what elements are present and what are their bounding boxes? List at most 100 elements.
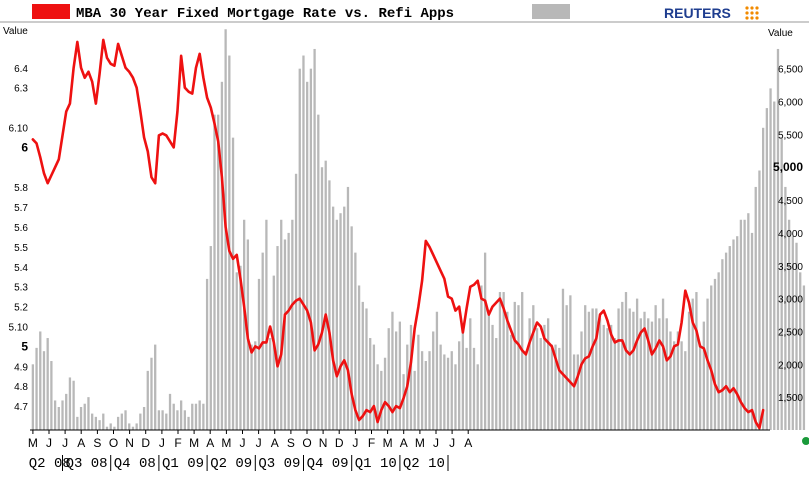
refi-bar <box>691 298 694 430</box>
refi-bar <box>684 351 687 430</box>
refi-bar <box>53 400 57 430</box>
refi-bar <box>446 357 450 430</box>
refi-bar <box>194 403 198 430</box>
rate-legend-swatch <box>32 4 70 19</box>
refi-bar <box>324 160 327 430</box>
refi-bar <box>702 321 705 430</box>
refi-bar <box>250 344 253 430</box>
reuters-logo-icon <box>745 6 759 20</box>
left-tick-label: 5.2 <box>14 303 28 314</box>
refi-bar <box>509 334 513 430</box>
refi-bar <box>517 305 520 430</box>
refi-bar <box>780 137 783 430</box>
refi-bar <box>391 311 394 430</box>
refi-bar <box>365 308 368 430</box>
refi-bar <box>624 292 628 430</box>
refi-bar <box>661 298 665 430</box>
refi-bar <box>135 423 138 430</box>
refi-bar <box>698 344 702 430</box>
refi-bar <box>280 219 283 430</box>
refi-bar <box>736 236 739 430</box>
refi-bar <box>610 324 613 430</box>
refi-bar <box>506 311 509 430</box>
refi-bar <box>617 308 620 430</box>
refi-bar <box>791 236 794 430</box>
quarter-label: Q4 09 <box>307 456 349 472</box>
refi-bar <box>669 331 672 430</box>
refi-bar <box>302 55 305 430</box>
quarter-label: Q1 09 <box>162 456 204 472</box>
chart-header: MBA 30 Year Fixed Mortgage Rate vs. Refi… <box>0 4 809 23</box>
refi-bar <box>513 301 516 430</box>
refi-bar <box>328 180 331 430</box>
left-tick-label: 4.7 <box>14 402 28 413</box>
refi-bar <box>502 292 505 430</box>
refi-bar <box>61 400 64 430</box>
refi-bar <box>465 347 468 430</box>
refi-bar <box>658 318 661 430</box>
refi-bar <box>762 127 765 431</box>
refi-bar <box>687 311 691 430</box>
refi-bar <box>739 219 743 430</box>
refi-bar <box>209 246 212 430</box>
refi-bar <box>732 239 735 430</box>
refi-bar <box>398 321 401 430</box>
right-tick-label: 5,000 <box>773 160 803 174</box>
refi-bar <box>450 351 453 430</box>
refi-bar <box>417 334 420 430</box>
refi-bar <box>483 252 487 430</box>
refi-bar <box>202 403 205 430</box>
refi-bar <box>710 285 713 430</box>
refi-bar <box>191 403 194 430</box>
refi-bar <box>150 357 153 430</box>
quarter-label: Q3 08 <box>66 456 108 472</box>
refi-bar <box>276 246 279 430</box>
refi-bar <box>521 292 524 430</box>
month-label: O <box>109 436 118 450</box>
refi-bar <box>372 344 376 430</box>
refi-bar <box>713 278 717 430</box>
right-tick-label: 5,500 <box>778 130 803 141</box>
refi-bar <box>758 170 761 430</box>
refi-bar <box>72 380 75 430</box>
refi-bar <box>235 272 238 430</box>
refi-bar <box>87 397 90 430</box>
left-tick-label: 6.3 <box>14 84 28 95</box>
refi-bar <box>750 232 754 430</box>
refi-bar <box>550 344 553 430</box>
refi-bar <box>654 305 657 430</box>
refi-bar <box>176 410 179 430</box>
refi-bar <box>724 252 728 430</box>
refi-bar <box>472 347 476 430</box>
refi-bar <box>606 328 609 430</box>
refi-bar <box>161 410 164 430</box>
left-tick-label: 5.5 <box>14 243 28 254</box>
right-tick-label: 2,000 <box>778 360 803 371</box>
refi-bar <box>102 413 105 430</box>
refi-bar <box>554 344 557 430</box>
refi-bar <box>231 137 235 430</box>
left-tick-label: 4.8 <box>14 382 28 393</box>
left-tick-label: 5.3 <box>14 283 28 294</box>
refi-bar <box>539 338 542 430</box>
refi-bar <box>643 311 646 430</box>
refi-bar <box>220 81 224 430</box>
refi-bar <box>773 101 776 431</box>
left-tick-label: 4.9 <box>14 362 28 373</box>
refi-bar <box>343 206 346 430</box>
rate-line <box>31 38 765 430</box>
month-label: J <box>449 436 455 450</box>
refi-bar <box>476 364 479 430</box>
refi-bar <box>254 341 257 430</box>
month-label: D <box>141 436 150 450</box>
refi-bar <box>42 351 46 430</box>
quarter-label: Q3 09 <box>258 456 300 472</box>
left-tick-label: 5 <box>21 339 28 353</box>
refi-bar <box>428 351 431 430</box>
refi-bar <box>79 407 83 430</box>
refi-bar <box>272 275 275 430</box>
refi-bar <box>257 278 261 430</box>
refi-bar <box>198 400 201 430</box>
month-label: J <box>256 436 262 450</box>
refi-bar <box>128 423 131 430</box>
